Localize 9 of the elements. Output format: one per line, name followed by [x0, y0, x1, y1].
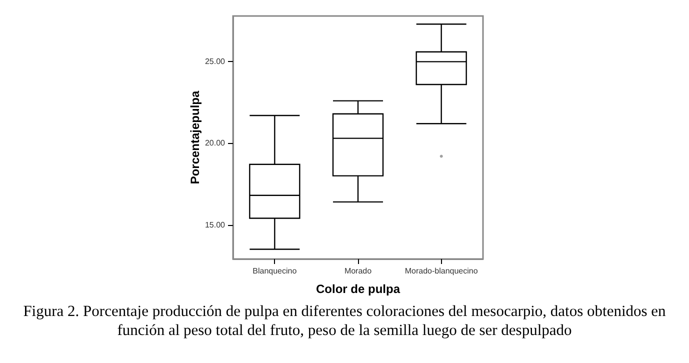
y-tick-label: 15.00: [204, 220, 226, 230]
x-axis-title: Color de pulpa: [316, 282, 400, 296]
x-tick-label: Blanquecino: [252, 266, 298, 276]
y-tick-label: 20.00: [204, 138, 226, 148]
x-tick-label: Morado: [344, 266, 372, 276]
y-tick-label: 25.00: [204, 57, 226, 66]
text: Figura 2. Porcentaje producción de pulpa en diferentes coloraciones del mesocarpio, datos obtenidos en función al peso total del fruto, peso de la semilla luego de ser despulpado: [22, 302, 667, 340]
y-axis-title: Porcentajepulpa: [188, 90, 202, 184]
x-tick-label: Morado-blanquecino: [404, 266, 478, 276]
